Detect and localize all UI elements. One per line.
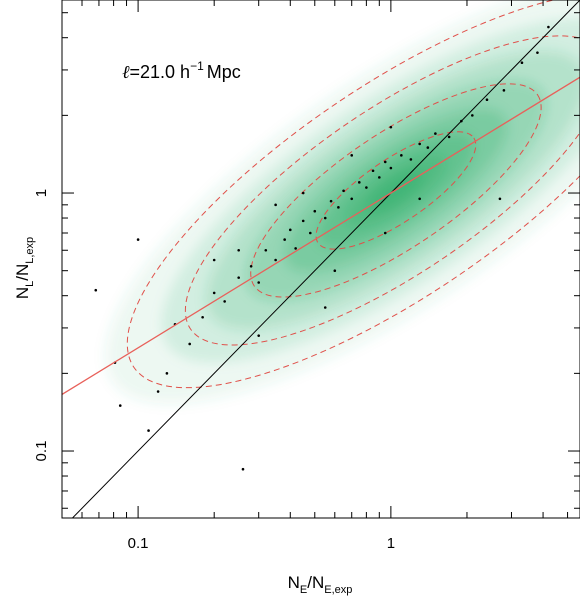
data-points bbox=[94, 25, 550, 471]
data-point bbox=[350, 197, 354, 201]
contour-line bbox=[126, 0, 580, 389]
data-point bbox=[502, 89, 506, 92]
ticks bbox=[61, 0, 580, 518]
data-point bbox=[409, 158, 413, 161]
data-point bbox=[329, 199, 333, 203]
data-point bbox=[498, 197, 502, 201]
data-point bbox=[156, 390, 160, 393]
data-point bbox=[389, 125, 393, 129]
contour-line bbox=[184, 35, 580, 346]
y-tick-label-1: 1 bbox=[33, 189, 50, 197]
data-point bbox=[342, 189, 345, 193]
data-point bbox=[378, 176, 381, 179]
contour-line bbox=[315, 131, 477, 250]
data-point bbox=[237, 248, 240, 252]
fit-line bbox=[62, 76, 580, 395]
data-point bbox=[400, 154, 403, 157]
plot-area bbox=[62, 0, 580, 518]
data-point bbox=[323, 306, 327, 309]
data-point bbox=[264, 248, 268, 252]
data-point bbox=[212, 291, 216, 295]
data-point bbox=[547, 25, 550, 29]
data-point bbox=[212, 258, 216, 262]
data-point bbox=[323, 216, 327, 220]
data-point bbox=[288, 228, 292, 232]
smoothing-length-annotation: ℓ=21.0 h−1 Mpc bbox=[122, 59, 241, 83]
data-point bbox=[136, 238, 140, 241]
annotation-unit: Mpc bbox=[207, 62, 241, 82]
annotation-superscript: −1 bbox=[190, 59, 204, 73]
y-tick-label-0p1: 0.1 bbox=[33, 441, 50, 462]
x-tick-label-1: 1 bbox=[387, 535, 395, 552]
data-point bbox=[165, 372, 169, 375]
x-tick-label-0p1: 0.1 bbox=[128, 535, 149, 552]
x-axis-label: NE/NE,exp bbox=[288, 573, 353, 596]
data-point bbox=[418, 142, 421, 146]
data-point bbox=[389, 166, 393, 170]
data-point bbox=[308, 231, 312, 235]
data-point bbox=[418, 197, 421, 201]
data-point bbox=[365, 186, 368, 189]
data-point bbox=[536, 51, 539, 54]
data-point bbox=[147, 429, 150, 432]
ell-symbol: ℓ bbox=[122, 62, 130, 83]
data-point bbox=[294, 247, 297, 250]
data-point bbox=[485, 98, 489, 102]
data-point bbox=[301, 219, 305, 223]
data-point bbox=[357, 181, 361, 184]
data-point bbox=[257, 281, 261, 284]
data-point bbox=[237, 276, 240, 279]
annotation-value: =21.0 h bbox=[130, 62, 191, 82]
data-point bbox=[188, 342, 191, 346]
data-point bbox=[350, 154, 354, 157]
data-point bbox=[371, 169, 375, 173]
data-point bbox=[249, 264, 253, 268]
data-point bbox=[447, 135, 451, 139]
contour-line bbox=[250, 83, 542, 298]
data-point bbox=[520, 61, 524, 65]
data-point bbox=[383, 160, 387, 164]
contours bbox=[126, 0, 580, 389]
data-point bbox=[274, 203, 277, 207]
data-point bbox=[471, 114, 474, 117]
data-point bbox=[118, 404, 122, 407]
plot-frame bbox=[61, 0, 580, 519]
data-point bbox=[337, 206, 340, 209]
y-axis-label: NL/NL,exp bbox=[13, 237, 36, 299]
data-point bbox=[94, 288, 98, 292]
data-point bbox=[426, 146, 430, 149]
data-point bbox=[434, 132, 437, 135]
data-point bbox=[201, 315, 204, 319]
data-point bbox=[333, 269, 337, 272]
data-point bbox=[283, 238, 286, 241]
data-point bbox=[274, 258, 277, 262]
data-point bbox=[223, 300, 226, 303]
data-point bbox=[241, 467, 245, 471]
identity-line bbox=[71, 0, 580, 518]
data-point bbox=[301, 191, 305, 195]
data-point bbox=[257, 334, 261, 337]
data-point bbox=[383, 231, 387, 235]
data-point bbox=[313, 209, 317, 213]
